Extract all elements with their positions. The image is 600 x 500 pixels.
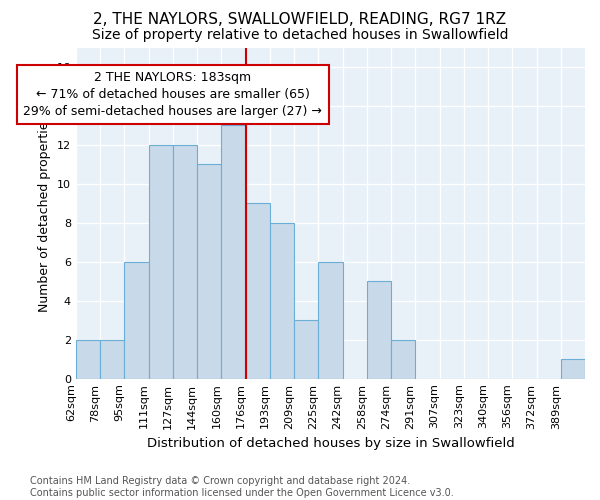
Text: 2 THE NAYLORS: 183sqm
← 71% of detached houses are smaller (65)
29% of semi-deta: 2 THE NAYLORS: 183sqm ← 71% of detached …	[23, 71, 322, 118]
Bar	[391, 340, 415, 378]
Bar	[197, 164, 221, 378]
Y-axis label: Number of detached properties: Number of detached properties	[38, 114, 52, 312]
Text: Contains HM Land Registry data © Crown copyright and database right 2024.
Contai: Contains HM Land Registry data © Crown c…	[30, 476, 454, 498]
Bar	[149, 145, 173, 378]
Bar	[270, 223, 294, 378]
Bar	[124, 262, 149, 378]
Bar	[76, 340, 100, 378]
Text: 2, THE NAYLORS, SWALLOWFIELD, READING, RG7 1RZ: 2, THE NAYLORS, SWALLOWFIELD, READING, R…	[94, 12, 506, 28]
Bar	[294, 320, 319, 378]
Bar	[367, 282, 391, 378]
Bar	[100, 340, 124, 378]
Bar	[173, 145, 197, 378]
Bar	[221, 126, 245, 378]
X-axis label: Distribution of detached houses by size in Swallowfield: Distribution of detached houses by size …	[146, 437, 514, 450]
Bar	[561, 359, 585, 378]
Text: Size of property relative to detached houses in Swallowfield: Size of property relative to detached ho…	[92, 28, 508, 42]
Bar	[245, 204, 270, 378]
Bar	[319, 262, 343, 378]
